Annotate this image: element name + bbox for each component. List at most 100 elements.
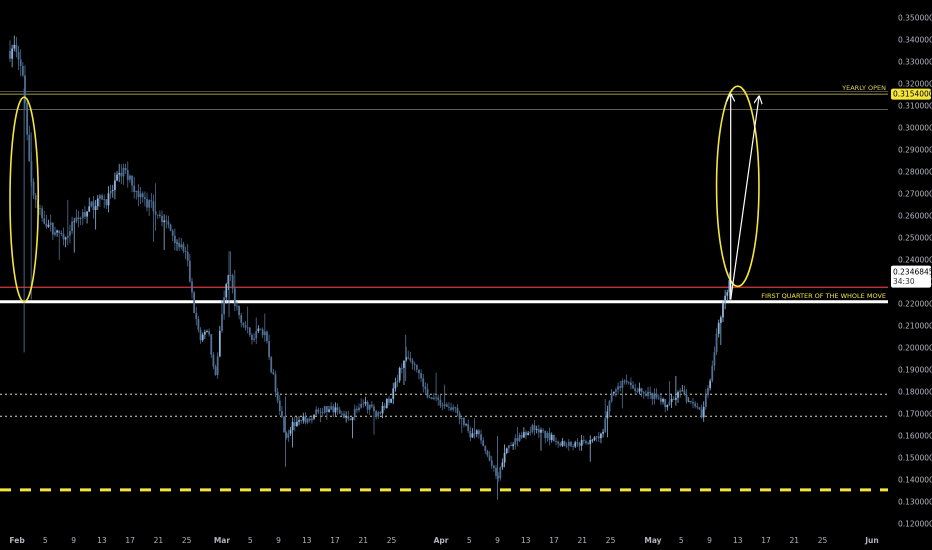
candle-body-279 [606,411,609,419]
candle-body-333 [722,303,724,318]
candle-body-37 [88,206,91,212]
candle-body-296 [642,391,645,394]
candle-body-293 [636,390,639,392]
candle-body-186 [407,357,410,359]
candle-body-122 [270,357,273,373]
candle-body-62 [141,193,144,198]
candle-body-235 [512,444,515,447]
x-tick-label-15: 5 [467,536,472,545]
candle-body-32 [77,217,80,220]
candle-body-273 [593,437,596,440]
candle-body-237 [516,438,519,441]
candle-body-306 [664,399,667,408]
highlight-ellipse-0[interactable] [9,96,40,303]
candle-body-139 [306,418,309,423]
candle-body-218 [475,430,478,435]
candle-body-199 [435,397,437,399]
x-tick-label-22: 5 [679,536,684,545]
candle-body-144 [317,409,320,412]
candle-body-107 [238,305,240,316]
candle-body-152 [334,407,337,413]
x-tick-label-23: 9 [707,536,712,545]
candle-body-309 [670,398,673,403]
candle-body-130 [287,433,290,438]
candle-body-55 [126,170,129,180]
candle-body-141 [310,418,313,421]
candle-body-96 [214,366,217,375]
candle-body-207 [452,407,455,410]
candle-body-102 [227,275,230,285]
candle-body-209 [456,407,459,414]
candle-body-229 [499,467,502,479]
candle-body-231 [503,452,506,463]
x-tick-label-4: 17 [125,536,135,545]
candle-body-269 [585,441,587,443]
candle-body-125 [276,391,279,401]
candle-body-250 [544,430,547,439]
candle-body-314 [681,390,684,392]
x-tick-label-2: 9 [71,536,76,545]
level-label-4: FIRST QUARTER OF THE WHOLE MOVE [761,292,886,300]
candle-body-264 [574,442,577,447]
candle-body-163 [358,407,360,411]
yearly-open-price-text: 0.3154000 [893,90,932,99]
candle-body-262 [570,441,572,447]
candle-body-284 [617,386,619,390]
candle-body-274 [595,436,598,438]
candle-body-30 [73,221,76,223]
candle-body-49 [114,180,116,191]
candle-body-74 [167,221,170,225]
highlight-ellipse-1[interactable] [715,85,760,288]
candle-body-265 [576,442,579,444]
candle-body-290 [630,382,632,386]
candle-body-254 [552,434,555,442]
candle-body-110 [244,325,247,328]
candle-body-280 [608,401,611,412]
candle-body-35 [84,212,86,217]
candle-body-329 [713,352,716,366]
candle-body-228 [497,475,500,479]
x-tick-label-6: 25 [182,536,192,545]
candle-body-111 [246,327,249,329]
candle-body-215 [469,430,472,438]
candle-body-140 [308,418,311,421]
candle-body-4 [17,51,20,60]
candle-body-48 [111,190,114,191]
x-tick-label-5: 21 [154,536,164,545]
candle-body-151 [332,406,335,413]
candles-layer [9,35,731,500]
candle-body-201 [439,399,442,406]
candle-body-100 [223,297,226,315]
candle-body-112 [248,327,251,335]
candle-body-281 [610,393,613,402]
x-tick-label-0: Feb [9,536,25,545]
candle-body-47 [109,190,112,194]
candle-body-142 [313,414,315,419]
candle-body-224 [488,455,491,461]
candle-body-256 [557,441,560,444]
candle-body-323 [700,409,703,418]
candle-body-208 [454,407,457,409]
time-axis[interactable]: Feb 5 9 13 17 21 25 Mar 5 9 13 17 21 25 Apr 5 9 13 17 21 25 M… [9,536,878,545]
candle-body-120 [266,331,268,342]
candle-body-171 [375,411,378,417]
x-tick-label-28: Jun [864,536,878,545]
candle-body-50 [116,174,118,181]
candle-body-298 [647,391,649,397]
candle-body-195 [426,389,429,398]
candle-body-310 [672,398,675,400]
candle-body-251 [546,433,549,439]
candle-body-43 [101,195,103,200]
projection-arrow-3[interactable] [730,97,759,300]
candle-body-331 [717,322,720,334]
candle-body-147 [323,406,326,413]
candle-body-292 [634,388,637,391]
candle-body-155 [340,413,343,415]
candle-body-303 [657,397,660,399]
